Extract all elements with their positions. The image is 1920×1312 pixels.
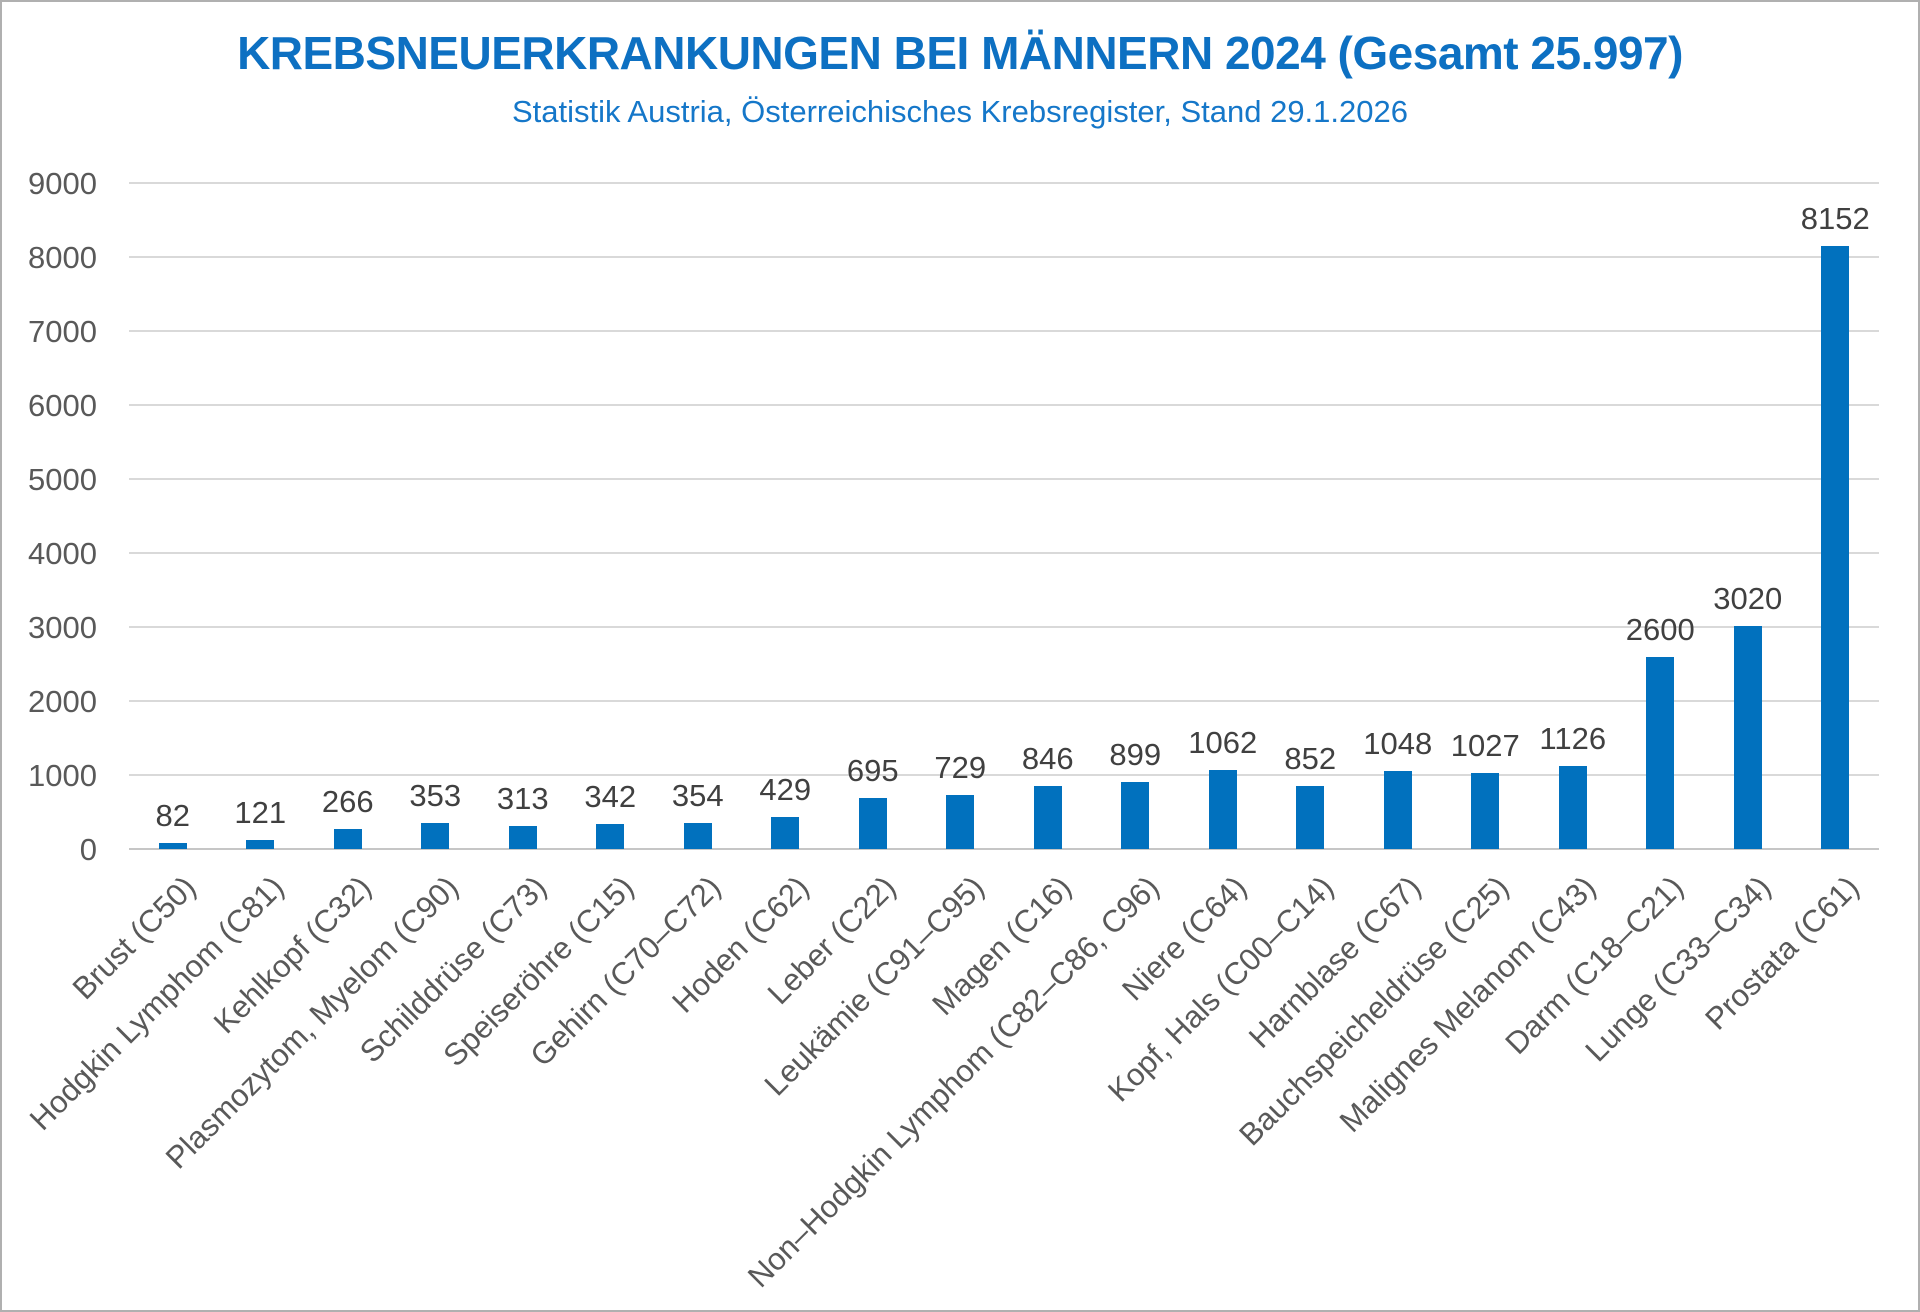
- bar: [246, 840, 275, 849]
- bar-value-label: 8152: [1800, 200, 1870, 236]
- gridline: [129, 478, 1879, 480]
- y-axis-tick-label: 6000: [28, 388, 97, 423]
- bar-value-label: 354: [671, 777, 724, 813]
- bar: [1733, 625, 1762, 849]
- bar-value-label: 266: [321, 784, 374, 820]
- gridline: [129, 700, 1879, 702]
- bar-value-label: 1062: [1188, 725, 1258, 761]
- y-axis-tick-label: 3000: [28, 610, 97, 645]
- bar: [1296, 785, 1325, 849]
- bar-value-label: 82: [155, 797, 190, 833]
- bar-value-label: 846: [1021, 741, 1074, 777]
- bar: [1821, 245, 1850, 849]
- x-axis-category-label: Kehlkopf (C32): [206, 869, 378, 1041]
- bar-value-label: 313: [496, 780, 549, 816]
- bar: [1033, 786, 1062, 849]
- bar: [333, 829, 362, 849]
- y-axis-tick-label: 0: [79, 832, 97, 867]
- bar-value-label: 1126: [1539, 720, 1607, 756]
- bar: [508, 825, 537, 849]
- bar-value-label: 2600: [1625, 611, 1695, 647]
- bar: [771, 817, 800, 849]
- bar-value-label: 899: [1109, 737, 1162, 773]
- bar-value-label: 429: [759, 772, 812, 808]
- bar-value-label: 852: [1284, 740, 1337, 776]
- bar: [1646, 656, 1675, 849]
- gridline: [129, 404, 1879, 406]
- y-axis-tick-label: 7000: [28, 314, 97, 349]
- bar: [596, 823, 625, 849]
- bar-value-label: 1027: [1450, 728, 1520, 763]
- chart-subtitle: Statistik Austria, Österreichisches Kreb…: [511, 94, 1408, 129]
- bar: [858, 797, 887, 849]
- bar-value-label: 3020: [1713, 580, 1783, 616]
- bar-value-label: 342: [584, 778, 637, 814]
- y-axis-tick-label: 5000: [28, 462, 97, 497]
- gridline: [129, 256, 1879, 258]
- x-axis-category-label: Prostata (C61): [1698, 869, 1866, 1037]
- bar: [683, 822, 712, 849]
- bar: [1471, 773, 1500, 849]
- bar-value-label: 729: [934, 750, 987, 786]
- y-axis-tick-label: 8000: [28, 240, 97, 275]
- y-axis-tick-label: 1000: [28, 758, 97, 793]
- bar-value-label: 695: [846, 752, 899, 788]
- bar: [946, 795, 975, 849]
- chart-title: KREBSNEUERKRANKUNGEN BEI MÄNNERN 2024 (G…: [237, 27, 1683, 79]
- bar: [158, 842, 187, 849]
- bar: [1558, 765, 1587, 849]
- gridline: [129, 552, 1879, 554]
- y-axis-tick-label: 2000: [28, 684, 97, 719]
- y-axis-tick-label: 9000: [28, 166, 97, 201]
- bar-value-label: 353: [409, 777, 462, 813]
- bar-value-label: 1048: [1363, 726, 1433, 762]
- bar-value-label: 121: [234, 795, 287, 831]
- gridline: [129, 626, 1879, 628]
- gridline: [129, 330, 1879, 332]
- bar: [1383, 771, 1412, 849]
- gridline: [129, 774, 1879, 776]
- bar: [421, 822, 450, 849]
- bar: [1208, 770, 1237, 849]
- y-axis-tick-label: 4000: [28, 536, 97, 571]
- x-axis-line: [129, 848, 1879, 850]
- gridline: [129, 182, 1879, 184]
- bar: [1121, 782, 1150, 849]
